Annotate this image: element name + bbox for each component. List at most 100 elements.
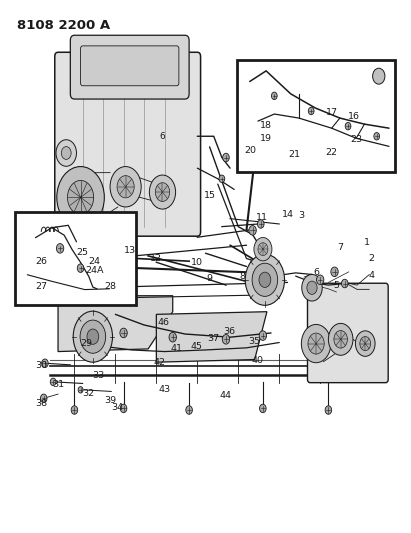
Text: 27: 27 xyxy=(35,282,47,291)
Text: 31: 31 xyxy=(52,380,64,389)
Circle shape xyxy=(61,147,71,159)
Circle shape xyxy=(334,330,347,348)
Text: 4: 4 xyxy=(368,271,374,280)
Circle shape xyxy=(374,133,380,140)
Circle shape xyxy=(345,123,351,130)
Circle shape xyxy=(328,324,353,356)
Text: 24A: 24A xyxy=(85,266,103,274)
Circle shape xyxy=(325,406,332,414)
Text: 8: 8 xyxy=(239,272,245,280)
Circle shape xyxy=(308,107,314,115)
Circle shape xyxy=(249,225,256,235)
Circle shape xyxy=(40,394,47,402)
Circle shape xyxy=(169,333,176,342)
Polygon shape xyxy=(156,312,267,362)
Circle shape xyxy=(342,279,348,288)
Circle shape xyxy=(259,331,266,341)
Circle shape xyxy=(87,329,99,344)
Circle shape xyxy=(308,333,324,354)
Circle shape xyxy=(222,335,230,344)
Circle shape xyxy=(78,386,83,393)
Circle shape xyxy=(360,336,371,351)
FancyBboxPatch shape xyxy=(55,52,201,236)
Text: 14: 14 xyxy=(282,210,293,219)
FancyBboxPatch shape xyxy=(307,283,388,383)
Polygon shape xyxy=(58,296,173,352)
FancyBboxPatch shape xyxy=(81,46,179,86)
Circle shape xyxy=(302,274,322,301)
Text: 25: 25 xyxy=(76,248,88,257)
Text: 42: 42 xyxy=(154,358,166,367)
Text: 26: 26 xyxy=(35,257,47,265)
Text: 19: 19 xyxy=(260,134,272,143)
Text: 35: 35 xyxy=(248,337,260,346)
Text: 41: 41 xyxy=(170,344,182,353)
Text: 1: 1 xyxy=(364,238,370,247)
Circle shape xyxy=(259,272,271,287)
Text: 36: 36 xyxy=(223,327,236,336)
Bar xyxy=(238,60,395,172)
Circle shape xyxy=(258,243,268,256)
Text: 20: 20 xyxy=(245,146,256,155)
Text: 45: 45 xyxy=(190,342,203,351)
Text: 37: 37 xyxy=(207,334,219,343)
Text: 34: 34 xyxy=(111,403,123,412)
Circle shape xyxy=(316,275,324,285)
Circle shape xyxy=(252,263,278,296)
Circle shape xyxy=(373,68,385,84)
Text: 11: 11 xyxy=(256,213,268,222)
Text: 7: 7 xyxy=(338,244,344,253)
Circle shape xyxy=(120,404,127,413)
Text: 46: 46 xyxy=(158,318,170,327)
Circle shape xyxy=(271,92,277,100)
Circle shape xyxy=(260,404,266,413)
Bar xyxy=(15,212,136,305)
Circle shape xyxy=(254,238,272,261)
Circle shape xyxy=(186,406,192,414)
Circle shape xyxy=(71,406,78,414)
Circle shape xyxy=(149,175,175,209)
Text: 32: 32 xyxy=(83,389,95,398)
Circle shape xyxy=(219,175,225,182)
Circle shape xyxy=(301,325,331,363)
Text: 18: 18 xyxy=(260,121,272,130)
FancyBboxPatch shape xyxy=(70,35,189,99)
Text: 12: 12 xyxy=(150,254,162,263)
Text: 9: 9 xyxy=(207,273,212,282)
Text: 29: 29 xyxy=(81,339,93,348)
Text: 13: 13 xyxy=(124,246,136,255)
Circle shape xyxy=(258,220,264,228)
Circle shape xyxy=(223,154,229,162)
Text: 40: 40 xyxy=(252,356,264,365)
Text: 2: 2 xyxy=(368,254,374,263)
Text: 30: 30 xyxy=(35,361,47,370)
Text: 24: 24 xyxy=(88,257,100,265)
Text: 16: 16 xyxy=(348,112,360,121)
Circle shape xyxy=(80,320,106,353)
Text: 28: 28 xyxy=(104,282,116,291)
Circle shape xyxy=(331,267,338,277)
Circle shape xyxy=(117,176,134,198)
Circle shape xyxy=(56,244,64,253)
Circle shape xyxy=(155,183,170,201)
Text: 44: 44 xyxy=(219,391,231,400)
Text: 5: 5 xyxy=(334,280,339,289)
Text: 21: 21 xyxy=(289,150,301,159)
Circle shape xyxy=(56,140,76,166)
Text: 6: 6 xyxy=(159,132,165,141)
Text: 3: 3 xyxy=(299,212,305,221)
Circle shape xyxy=(120,328,127,338)
Text: 15: 15 xyxy=(204,191,217,200)
Circle shape xyxy=(77,264,84,272)
Text: 8108 2200 A: 8108 2200 A xyxy=(17,19,110,33)
Text: 38: 38 xyxy=(35,399,47,408)
Text: 17: 17 xyxy=(326,108,338,117)
Circle shape xyxy=(110,166,141,207)
Circle shape xyxy=(73,311,113,362)
Circle shape xyxy=(245,254,284,305)
Text: 6: 6 xyxy=(313,269,319,277)
Circle shape xyxy=(67,181,94,214)
Text: 10: 10 xyxy=(191,259,203,267)
Text: 33: 33 xyxy=(92,371,104,380)
Text: 22: 22 xyxy=(326,148,338,157)
